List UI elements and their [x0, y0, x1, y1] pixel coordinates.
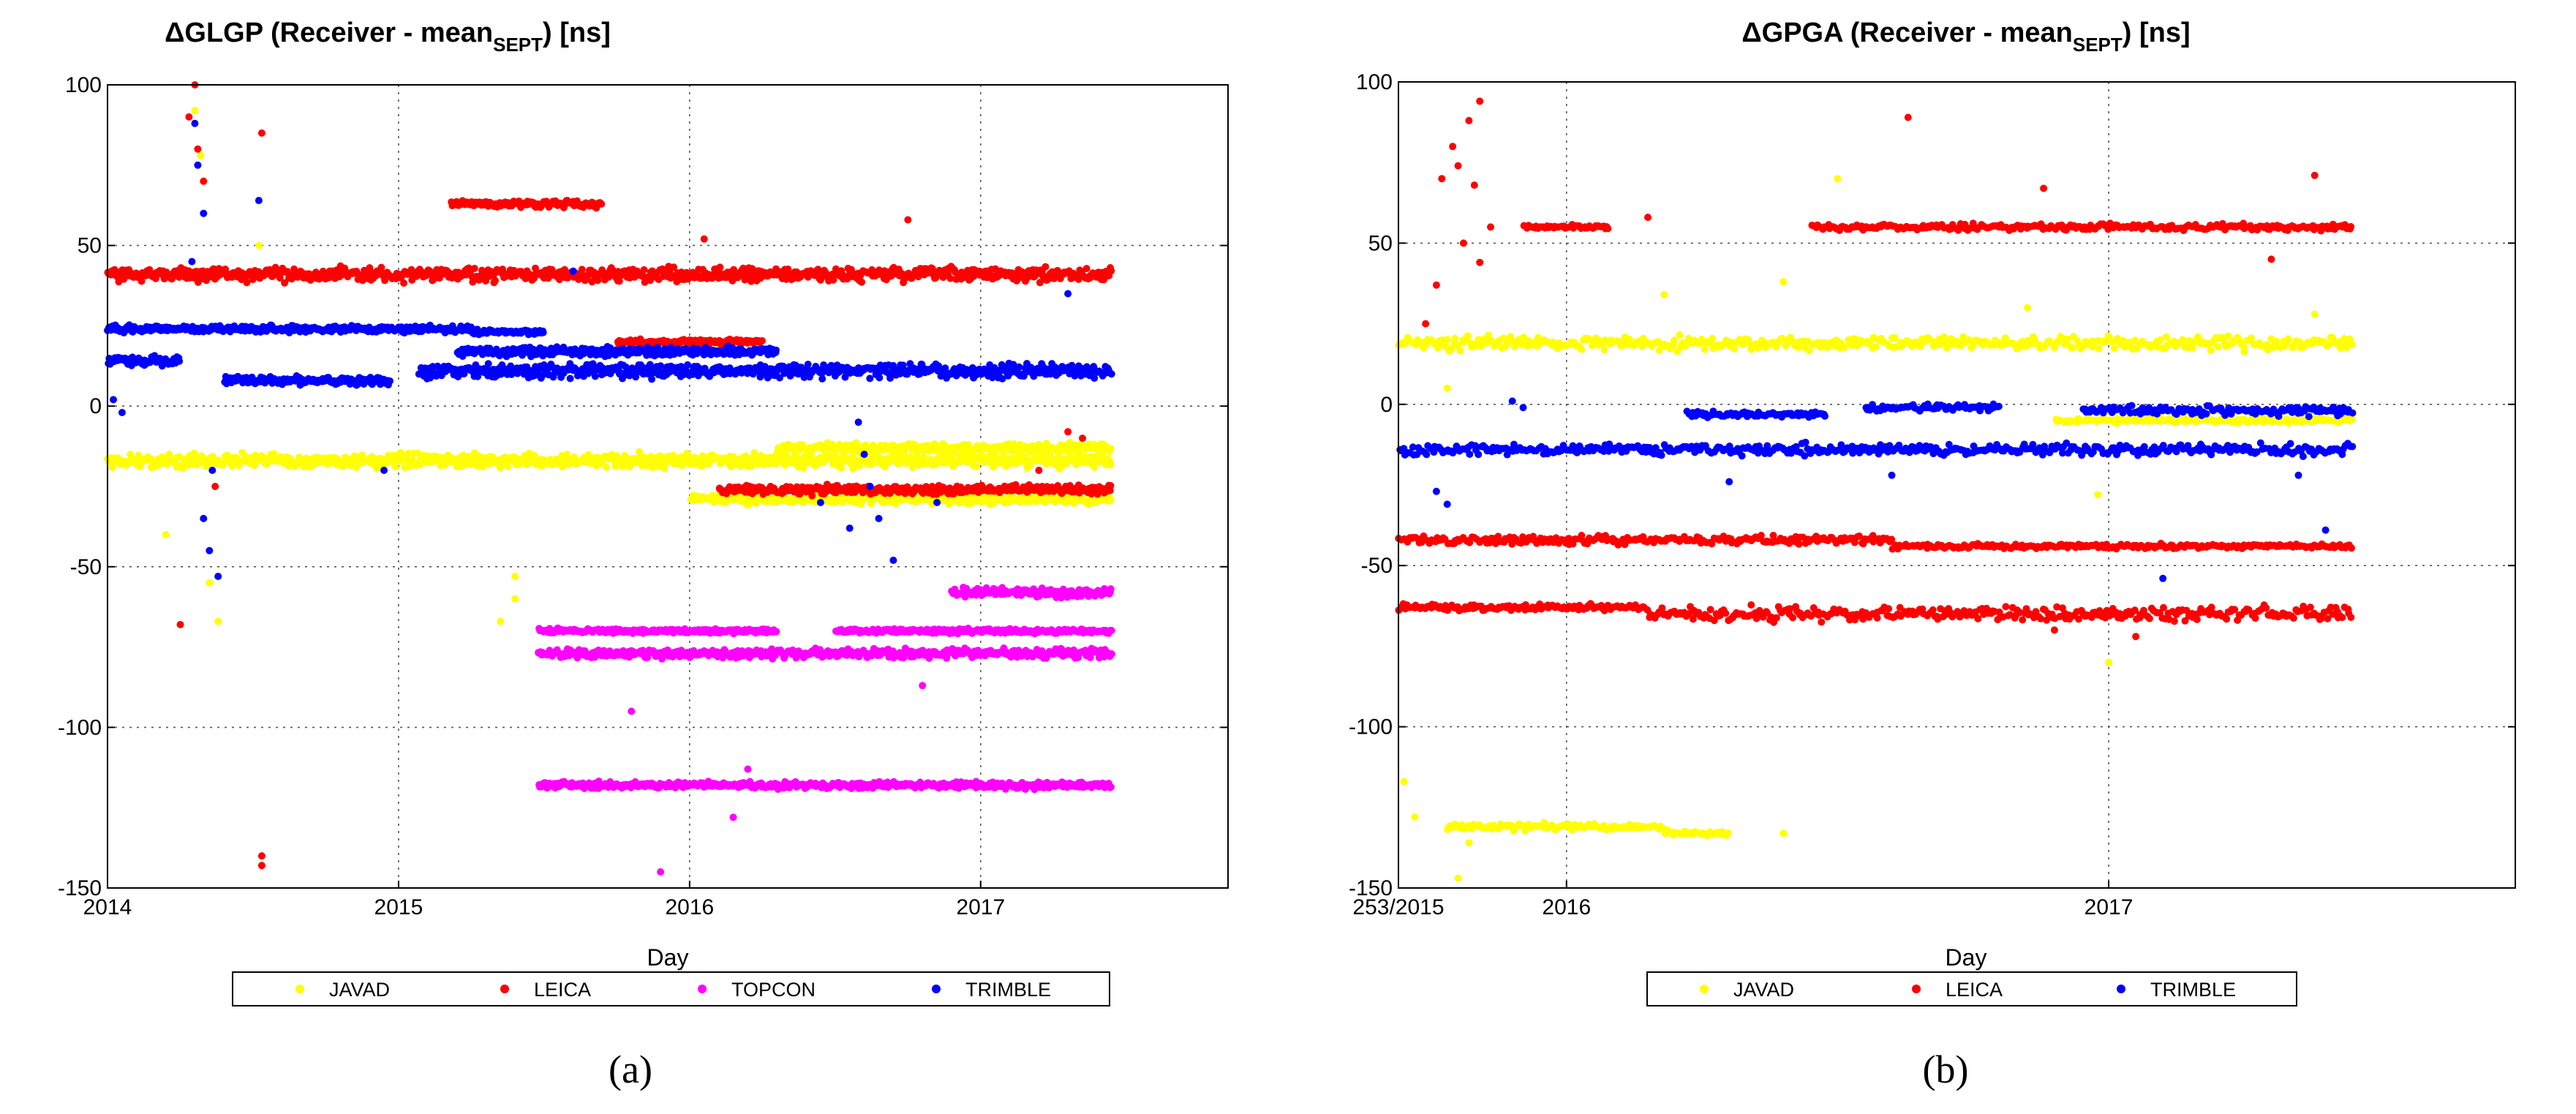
chart-a-javad-point: [391, 463, 399, 471]
chart-a-leica-outlier: [176, 620, 184, 628]
chart-a-javad-outlier: [511, 595, 519, 603]
chart-a-leica-point: [640, 266, 648, 274]
chart-a-javad-point: [1091, 463, 1099, 471]
chart-a-leica-outlier: [1079, 434, 1086, 443]
chart-a-topcon-outlier: [919, 682, 927, 690]
chart-a-topcon-point: [1107, 783, 1115, 791]
chart-a-javad-point: [657, 452, 665, 460]
chart-a-leica-point: [400, 279, 407, 287]
chart-a-leica-point: [598, 200, 606, 208]
chart-a-leica-point: [808, 492, 816, 500]
chart-a-javad-point: [1005, 440, 1013, 448]
chart-a-topcon-point: [1107, 650, 1115, 658]
chart-a-leica-outlier: [1064, 428, 1072, 436]
chart-a-leica-outlier: [257, 862, 265, 870]
chart-a-topcon-point: [1107, 585, 1115, 593]
chart-a-leica-point: [1082, 265, 1091, 273]
chart-a-javad-point: [414, 449, 422, 457]
chart-a-leica-outlier: [257, 129, 265, 137]
chart-a-javad-outlier: [191, 107, 199, 115]
chart-a-leica-outlier: [185, 113, 193, 121]
chart-a-leica-outlier: [700, 235, 708, 243]
chart-a-topcon-outlier: [744, 765, 752, 773]
chart-a-leica-point: [1107, 482, 1115, 489]
chart-a-title-subscript: SEPT: [493, 34, 543, 56]
chart-a-leica-outlier: [257, 852, 265, 860]
chart-a-javad-point: [504, 462, 512, 470]
chart-a-javad-point: [849, 464, 857, 473]
chart-a-series-javad: [104, 107, 1115, 625]
chart-a-javad-point: [270, 450, 278, 458]
chart-a-series-topcon: [535, 584, 1115, 876]
chart-a-leica-outlier: [1035, 467, 1043, 474]
chart-a-title-suffix: ) [ns]: [543, 18, 611, 48]
chart-a-leica-point: [758, 336, 766, 345]
chart-a-leica-point: [716, 263, 724, 271]
chart-a-topcon-point: [772, 628, 780, 636]
chart-a-series-trimble: [104, 119, 1115, 580]
chart-a-title-prefix: ΔGLGP (Receiver - mean: [165, 18, 493, 48]
chart-a-leica-point: [1107, 267, 1115, 275]
chart-a-javad-point: [621, 451, 629, 459]
chart-a-leica-point: [858, 278, 866, 286]
chart-a-javad-outlier: [162, 530, 170, 538]
chart-a-javad-point: [165, 451, 173, 458]
chart-a-javad-point: [660, 464, 669, 473]
chart-a-leica-point: [470, 265, 478, 272]
chart-a-javad-point: [459, 451, 467, 459]
chart-a-leica-outlier: [211, 483, 219, 490]
chart-a-javad-point: [1107, 496, 1115, 504]
chart-a-javad-point: [108, 463, 116, 471]
chart-a-javad-point: [190, 449, 198, 457]
chart-a-javad-point: [678, 462, 686, 470]
chart-a-javad-outlier: [255, 241, 263, 249]
chart-a-javad-point: [603, 463, 610, 471]
chart-a-topcon-point: [1107, 627, 1115, 634]
chart-a-javad-outlier: [197, 151, 205, 159]
chart-a-javad-point: [584, 451, 592, 459]
chart-a-title: ΔGLGP (Receiver - meanSEPT) [ns]: [165, 18, 611, 56]
chart-a-javad-outlier: [511, 573, 519, 580]
chart-a-javad-point: [973, 462, 981, 470]
chart-a-leica-outlier: [904, 216, 912, 224]
chart-a-javad-point: [611, 462, 619, 470]
chart-a-topcon-outlier: [628, 707, 636, 715]
chart-a-leica-outlier: [194, 145, 202, 153]
chart-a-topcon-outlier: [729, 813, 737, 821]
chart-a-javad-point: [837, 464, 846, 472]
chart-a-javad-point: [1107, 461, 1115, 469]
chart-a-leica-point: [492, 276, 499, 285]
chart-a-javad-outlier: [497, 617, 505, 625]
chart-a-leica-point: [1042, 263, 1050, 271]
chart-a-leica-outlier: [200, 177, 208, 185]
chart-a-javad-outlier: [206, 579, 214, 587]
chart-a-javad-point: [1107, 445, 1115, 453]
chart-a-javad-outlier: [214, 617, 222, 625]
chart-a: ΔGLGP (Receiver - meanSEPT) [ns] 100500-…: [58, 18, 1229, 1091]
chart-a-plot-area: [104, 81, 1115, 876]
chart-a-topcon-outlier: [657, 868, 665, 876]
chart-a-javad-point: [908, 463, 916, 471]
chart-a-grid: [108, 85, 1228, 888]
